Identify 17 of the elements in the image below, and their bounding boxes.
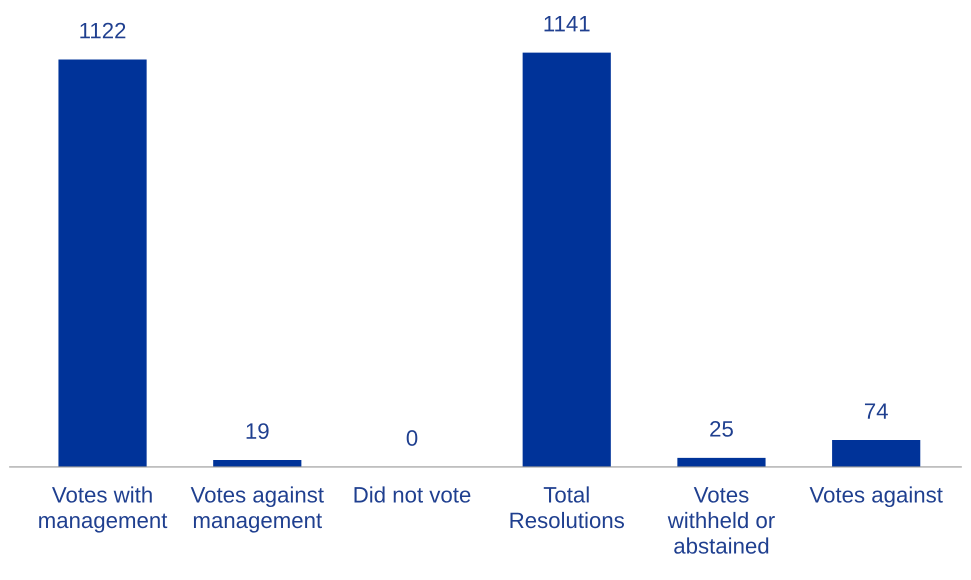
data-label: 19 [246, 423, 269, 439]
x-tick-label: Votes against management [190, 486, 324, 533]
bar [522, 52, 611, 467]
x-tick-label: Votes with management [39, 486, 168, 533]
x-tick-label: Votes against [810, 486, 943, 508]
bar [677, 458, 766, 467]
data-label: 1122 [80, 22, 126, 38]
bar [832, 440, 920, 467]
x-tick-label: Votes withheld or abstained [668, 487, 775, 554]
data-label: 74 [864, 403, 888, 419]
data-label: 25 [710, 421, 733, 437]
bar [58, 60, 147, 467]
data-label: 0 [406, 430, 418, 446]
x-tick-label: Total Resolutions [510, 486, 624, 528]
bar [213, 460, 302, 467]
data-label: 1141 [544, 16, 590, 32]
x-tick-label: Did not vote [354, 486, 470, 503]
